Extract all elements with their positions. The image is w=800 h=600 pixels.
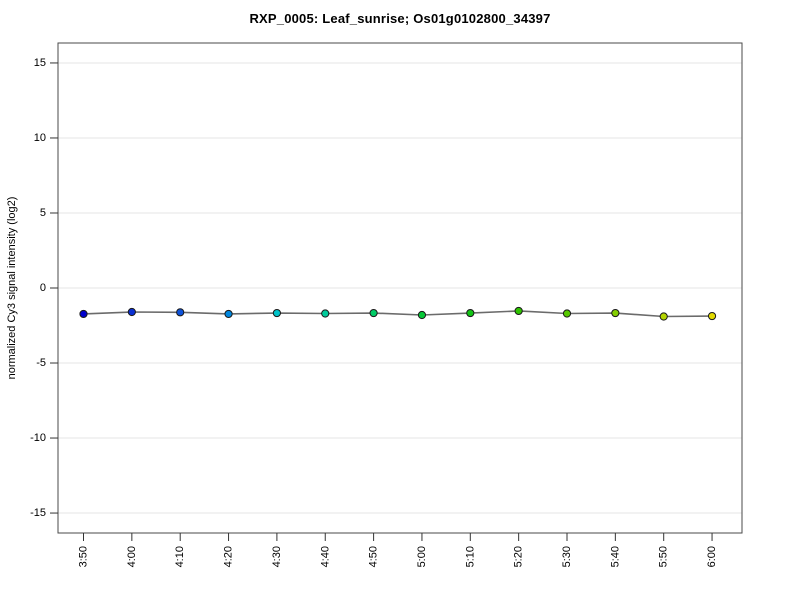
- y-tick-label: 0: [40, 282, 46, 294]
- data-point: [514, 306, 523, 316]
- x-tick-label: 4:20: [223, 546, 235, 567]
- x-tick-label: 4:00: [126, 546, 138, 567]
- data-point: [224, 309, 233, 319]
- x-tick-label: 5:40: [609, 546, 621, 567]
- y-tick-label: 10: [34, 132, 46, 144]
- data-point: [127, 307, 136, 317]
- data-point: [272, 308, 281, 318]
- x-tick-label: 4:50: [368, 546, 380, 567]
- x-tick-label: 5:00: [416, 546, 428, 567]
- y-tick-label: -10: [30, 432, 46, 444]
- data-point: [466, 308, 475, 318]
- data-point: [369, 308, 378, 318]
- y-axis-label: normalized Cy3 signal intensity (log2): [6, 197, 18, 380]
- data-point: [659, 312, 668, 321]
- x-tick-label: 3:50: [78, 546, 90, 567]
- x-tick-label: 4:30: [271, 546, 283, 567]
- y-tick-label: 5: [40, 207, 46, 219]
- y-tick-label: 15: [34, 57, 46, 69]
- x-tick-label: 5:30: [561, 546, 573, 567]
- x-tick-label: 6:00: [706, 546, 718, 567]
- data-point: [79, 309, 88, 319]
- data-point: [611, 308, 620, 318]
- data-point: [417, 310, 427, 320]
- data-point: [707, 311, 717, 321]
- data-point: [562, 309, 572, 318]
- x-tick-label: 4:10: [174, 546, 186, 567]
- x-tick-label: 5:20: [513, 546, 525, 567]
- chart-title: RXP_0005: Leaf_sunrise; Os01g0102800_343…: [249, 11, 551, 26]
- data-point: [176, 308, 185, 317]
- series-line: [83, 310, 713, 318]
- x-tick-label: 4:40: [319, 546, 331, 567]
- x-tick-label: 5:50: [658, 546, 670, 567]
- y-tick-label: -5: [36, 357, 46, 369]
- y-tick-label: -15: [30, 507, 46, 519]
- x-tick-label: 5:10: [464, 546, 476, 567]
- data-point: [321, 309, 330, 318]
